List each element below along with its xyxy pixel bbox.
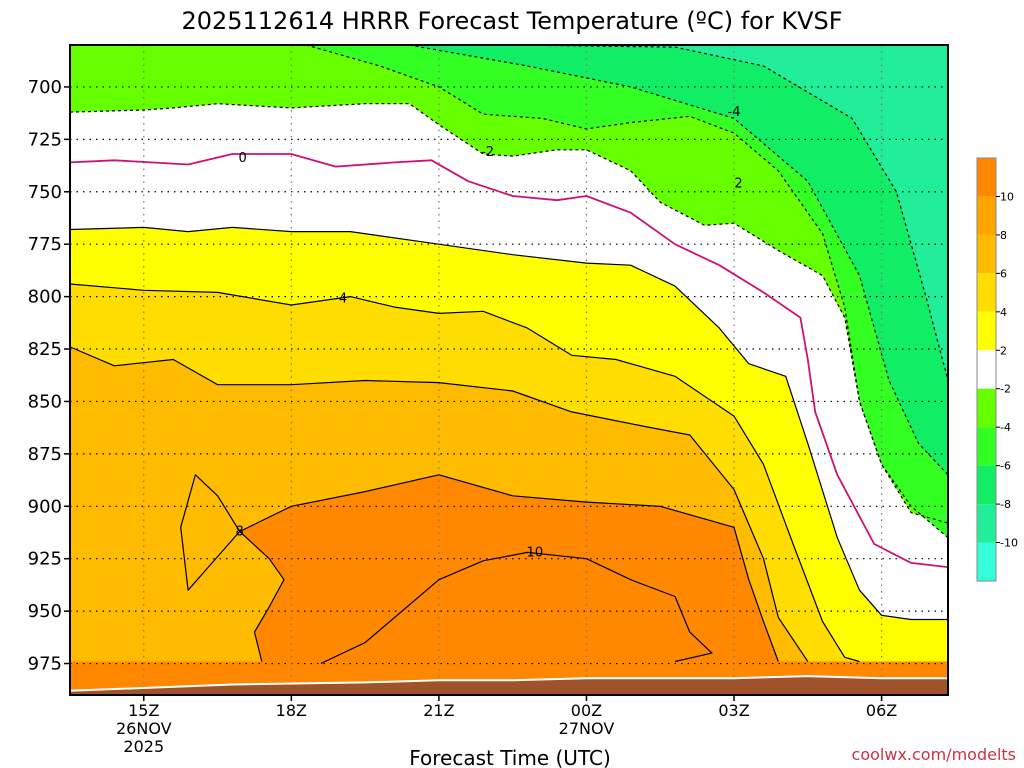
contour-label-5: 8	[236, 524, 244, 539]
contour-label-6: 10	[527, 545, 544, 560]
x-tick-label-3-0: 00Z	[571, 701, 602, 720]
x-tick-label-0-0: 15Z	[128, 701, 159, 720]
x-axis-label: Forecast Time (UTC)	[409, 746, 611, 768]
credit-text: coolwx.com/modelts	[852, 745, 1016, 764]
colorbar-tick-label-6: -4	[1000, 421, 1011, 434]
contour-lines-layer	[70, 45, 948, 665]
colorbar-tick-label-3: 4	[1000, 306, 1007, 319]
fill-band-above--2	[70, 45, 948, 524]
plot-frame	[69, 44, 949, 696]
y-tick-label-925: 925	[28, 549, 62, 570]
contour-label-4: 4	[339, 292, 347, 307]
colorbar-segment-2	[977, 234, 996, 274]
x-tick-label-0-1: 26NOV	[116, 719, 172, 738]
colorbar-tick-label-1: 8	[1000, 229, 1007, 242]
colorbar-tick-label-5: -2	[1000, 383, 1011, 396]
colorbar-segment-5	[977, 350, 996, 389]
colorbar-segment-7	[977, 427, 996, 466]
colorbar-tick-label-0: 10	[1000, 190, 1014, 203]
contour-line-10	[320, 551, 713, 665]
y-tick-label-900: 900	[28, 496, 62, 517]
x-tick-label-4-0: 03Z	[718, 701, 749, 720]
y-tick-label-800: 800	[28, 287, 62, 308]
colorbar-segment-4	[977, 311, 996, 351]
colorbar-segment-10	[977, 542, 996, 581]
fill-band-above--8	[70, 45, 948, 381]
colorbar-segment-0	[977, 158, 996, 197]
x-tick-label-5-0: 06Z	[866, 701, 897, 720]
y-tick-label-700: 700	[28, 77, 62, 98]
x-tick-label-0-2: 2025	[123, 737, 164, 756]
colorbar-tick-label-4: 2	[1000, 344, 1007, 357]
y-axis: 700 725 750 775 800 825 850 875 900 925 950 975	[28, 77, 70, 675]
y-tick-label-725: 725	[28, 129, 62, 150]
contour-line-4	[70, 283, 860, 663]
temperature-fill-layer	[70, 45, 948, 695]
chart-title: 2025112614 HRRR Forecast Temperature (ºC…	[181, 7, 842, 35]
y-tick-label-950: 950	[28, 601, 62, 622]
colorbar-segment-1	[977, 196, 996, 235]
contour-line-0	[70, 153, 948, 568]
colorbar-segment-6	[977, 388, 996, 428]
contour-label-0: 0	[239, 151, 247, 166]
colorbar: 10 8 6 4 2 -2 -4 -6 -8 -10	[976, 157, 1018, 582]
contour-line-2	[70, 226, 948, 621]
contour-line-8	[180, 474, 779, 662]
colorbar-tick-label-8: -8	[1000, 498, 1011, 511]
contour-label-1: -2	[481, 145, 494, 160]
y-tick-label-825: 825	[28, 339, 62, 360]
terrain-edge	[70, 675, 948, 692]
colorbar-segment-8	[977, 465, 996, 505]
colorbar-frame	[976, 157, 997, 582]
colorbar-tick-label-2: 6	[1000, 267, 1007, 280]
grid-layer	[70, 45, 948, 695]
colorbar-segment-3	[977, 273, 996, 312]
y-tick-label-875: 875	[28, 444, 62, 465]
y-tick-label-775: 775	[28, 234, 62, 255]
x-tick-label-1-0: 18Z	[276, 701, 307, 720]
contour-line--8	[512, 45, 948, 381]
terrain-ground	[70, 676, 948, 695]
terrain-layer	[70, 675, 948, 695]
x-tick-label-2-0: 21Z	[423, 701, 454, 720]
contour-label-2: -4	[728, 105, 741, 120]
y-tick-label-975: 975	[28, 654, 62, 675]
contour-label-3: 2	[734, 176, 742, 191]
contour-line-6	[70, 346, 809, 662]
x-tick-label-3-1: 27NOV	[559, 719, 615, 738]
y-tick-label-850: 850	[28, 391, 62, 412]
contour-line--2	[70, 103, 948, 524]
colorbar-tick-label-9: -10	[1000, 537, 1018, 550]
colorbar-tick-label-7: -6	[1000, 460, 1011, 473]
colorbar-segment-9	[977, 504, 996, 543]
contour-labels-layer: 0 -2 -4 2 4 8 10	[236, 105, 743, 560]
fill-band-warm-core	[320, 552, 712, 695]
y-tick-label-750: 750	[28, 182, 62, 203]
